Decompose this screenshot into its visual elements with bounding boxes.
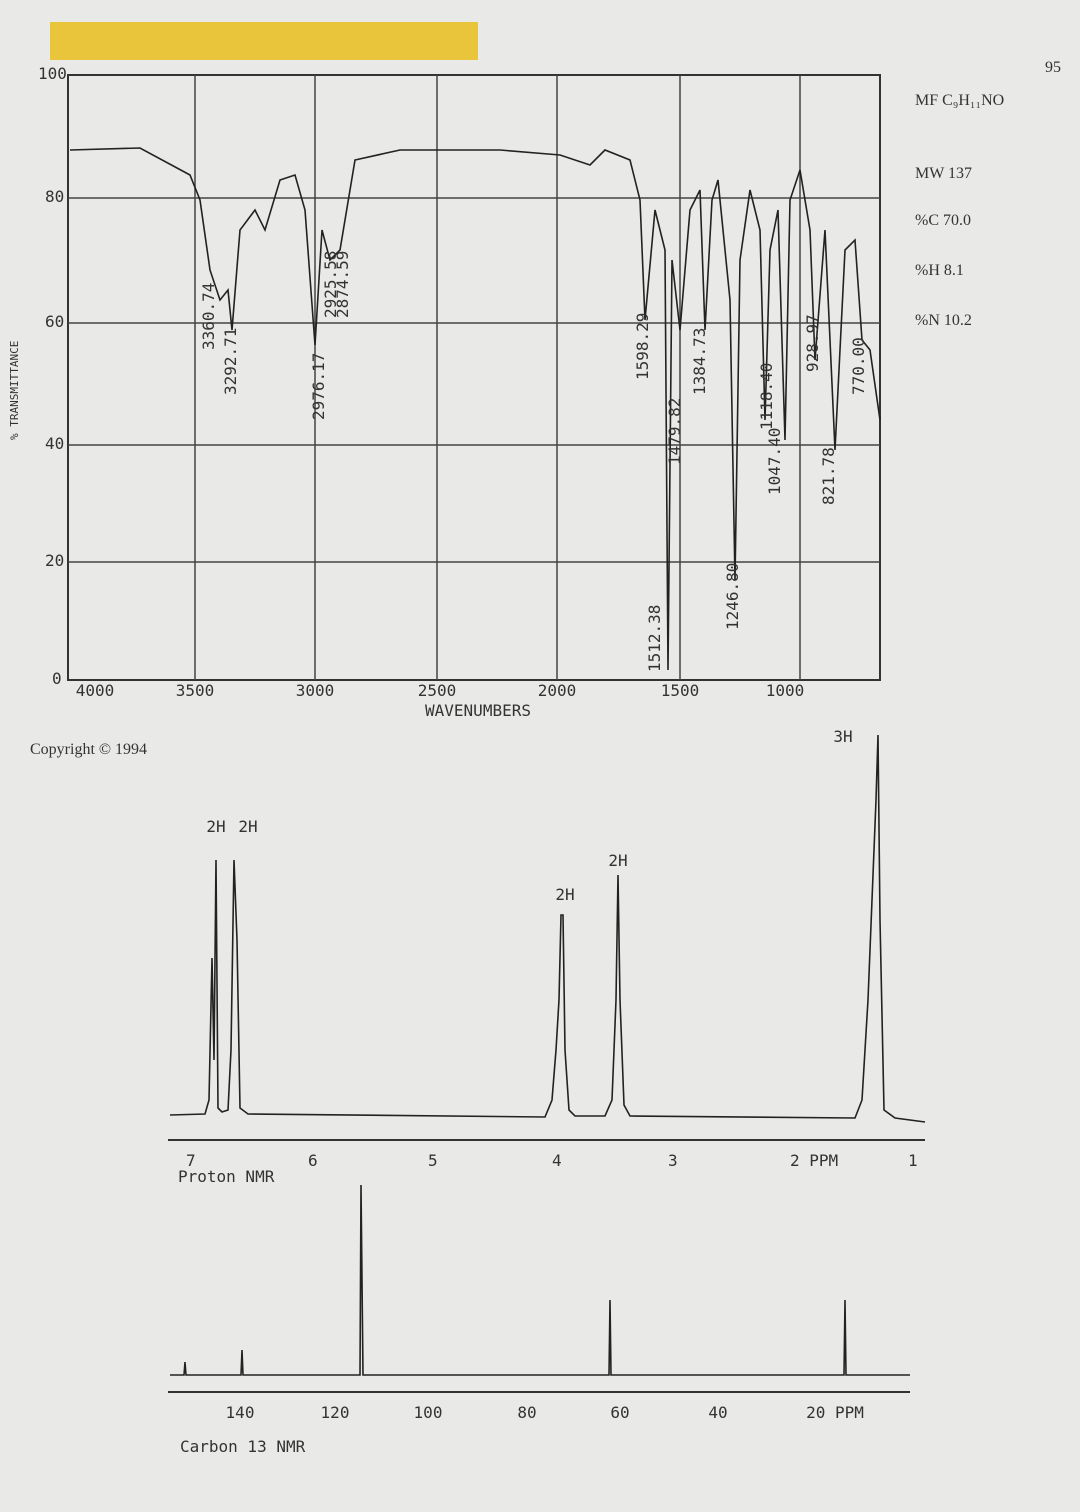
- peak-label: 1512.38: [645, 605, 664, 672]
- proton-integrals: 2H 2H 2H 2H 3H: [206, 727, 852, 904]
- carbon-title: Carbon 13 NMR: [180, 1437, 306, 1456]
- ir-grid: [68, 75, 880, 680]
- x-tick-label: 100: [414, 1403, 443, 1422]
- proton-title: Proton NMR: [178, 1167, 275, 1186]
- property: %C 70.0: [915, 212, 971, 229]
- x-tick-label: 4: [552, 1151, 562, 1170]
- peak-label: 770.00: [849, 337, 868, 395]
- peak-label: 2874.59: [333, 251, 352, 318]
- carbon-nmr: 140 120 100 80 60 40 20 PPM Carbon 13 NM…: [168, 1184, 910, 1456]
- ir-y-ticks: 100 80 60 40 20 0: [38, 64, 67, 688]
- copyright: Copyright © 1994: [30, 741, 147, 758]
- page-number: 95: [1045, 59, 1061, 76]
- peak-label: 3360.74: [199, 283, 218, 350]
- integral-label: 2H: [238, 817, 257, 836]
- peak-label: 1479.82: [665, 398, 684, 465]
- x-tick-label: 60: [610, 1403, 629, 1422]
- highlight: [50, 22, 478, 60]
- peak-label: 928.97: [803, 314, 822, 372]
- carbon-x-ticks: 140 120 100 80 60 40 20 PPM: [226, 1403, 864, 1422]
- x-tick-label: 140: [226, 1403, 255, 1422]
- x-tick-label: 7: [186, 1151, 196, 1170]
- peak-label: 1246.80: [723, 563, 742, 630]
- integral-label: 2H: [555, 885, 574, 904]
- peak-label: 2976.17: [309, 353, 328, 420]
- ir-x-ticks: 4000 3500 3000 2500 2000 1500 1000 WAVEN…: [76, 681, 805, 720]
- peak-label: 821.78: [819, 447, 838, 505]
- property: %N 10.2: [915, 312, 972, 329]
- ir-frame: [67, 74, 881, 681]
- property: MF C₉H₁₁NO: [915, 92, 1004, 109]
- ir-x-label: WAVENUMBERS: [425, 701, 531, 720]
- properties: MF C₉H₁₁NO MW 137 %C 70.0 %H 8.1 %N 10.2: [915, 92, 1004, 329]
- carbon-curve: [170, 1184, 910, 1376]
- y-tick-label: 20: [45, 551, 64, 570]
- x-tick-label: 2 PPM: [790, 1151, 838, 1170]
- x-tick-label: 120: [321, 1403, 350, 1422]
- ir-spectrum: 100 80 60 40 20 0 % TRANSMITTANCE 4000 3…: [8, 64, 881, 720]
- y-tick-label: 60: [45, 312, 64, 331]
- x-tick-label: 20 PPM: [806, 1403, 864, 1422]
- property: %H 8.1: [915, 262, 964, 279]
- x-tick-label: 3500: [176, 681, 215, 700]
- x-tick-label: 4000: [76, 681, 115, 700]
- y-tick-label: 40: [45, 434, 64, 453]
- proton-nmr: 2H 2H 2H 2H 3H 7 6 5 4 3 2 PPM 1 Proton …: [168, 727, 926, 1186]
- integral-label: 3H: [833, 727, 852, 746]
- x-tick-label: 80: [517, 1403, 536, 1422]
- ir-peak-labels: 3360.74 3292.71 2976.17 2925.58 2874.59 …: [199, 251, 868, 672]
- peak-label: 1047.40: [765, 428, 784, 495]
- x-tick-label: 2000: [538, 681, 577, 700]
- proton-curve: [169, 734, 926, 1123]
- x-tick-label: 5: [428, 1151, 438, 1170]
- property: MW 137: [915, 165, 972, 182]
- ir-curve: [69, 147, 881, 671]
- peak-label: 2925.58: [321, 251, 340, 318]
- proton-x-ticks: 7 6 5 4 3 2 PPM 1: [186, 1151, 918, 1170]
- integral-label: 2H: [206, 817, 225, 836]
- x-tick-label: 1000: [766, 681, 805, 700]
- peak-label: 1118.40: [757, 363, 776, 430]
- integral-label: 2H: [608, 851, 627, 870]
- peak-label: 1384.73: [690, 328, 709, 395]
- peak-label: 3292.71: [221, 328, 240, 395]
- x-tick-label: 3000: [296, 681, 335, 700]
- ir-y-label: % TRANSMITTANCE: [8, 341, 21, 440]
- y-tick-label: 0: [52, 669, 62, 688]
- x-tick-label: 6: [308, 1151, 318, 1170]
- x-tick-label: 1500: [661, 681, 700, 700]
- x-tick-label: 1: [908, 1151, 918, 1170]
- x-tick-label: 40: [708, 1403, 727, 1422]
- y-tick-label: 100: [38, 64, 67, 83]
- y-tick-label: 80: [45, 187, 64, 206]
- x-tick-label: 2500: [418, 681, 457, 700]
- peak-label: 1598.29: [633, 313, 652, 380]
- x-tick-label: 3: [668, 1151, 678, 1170]
